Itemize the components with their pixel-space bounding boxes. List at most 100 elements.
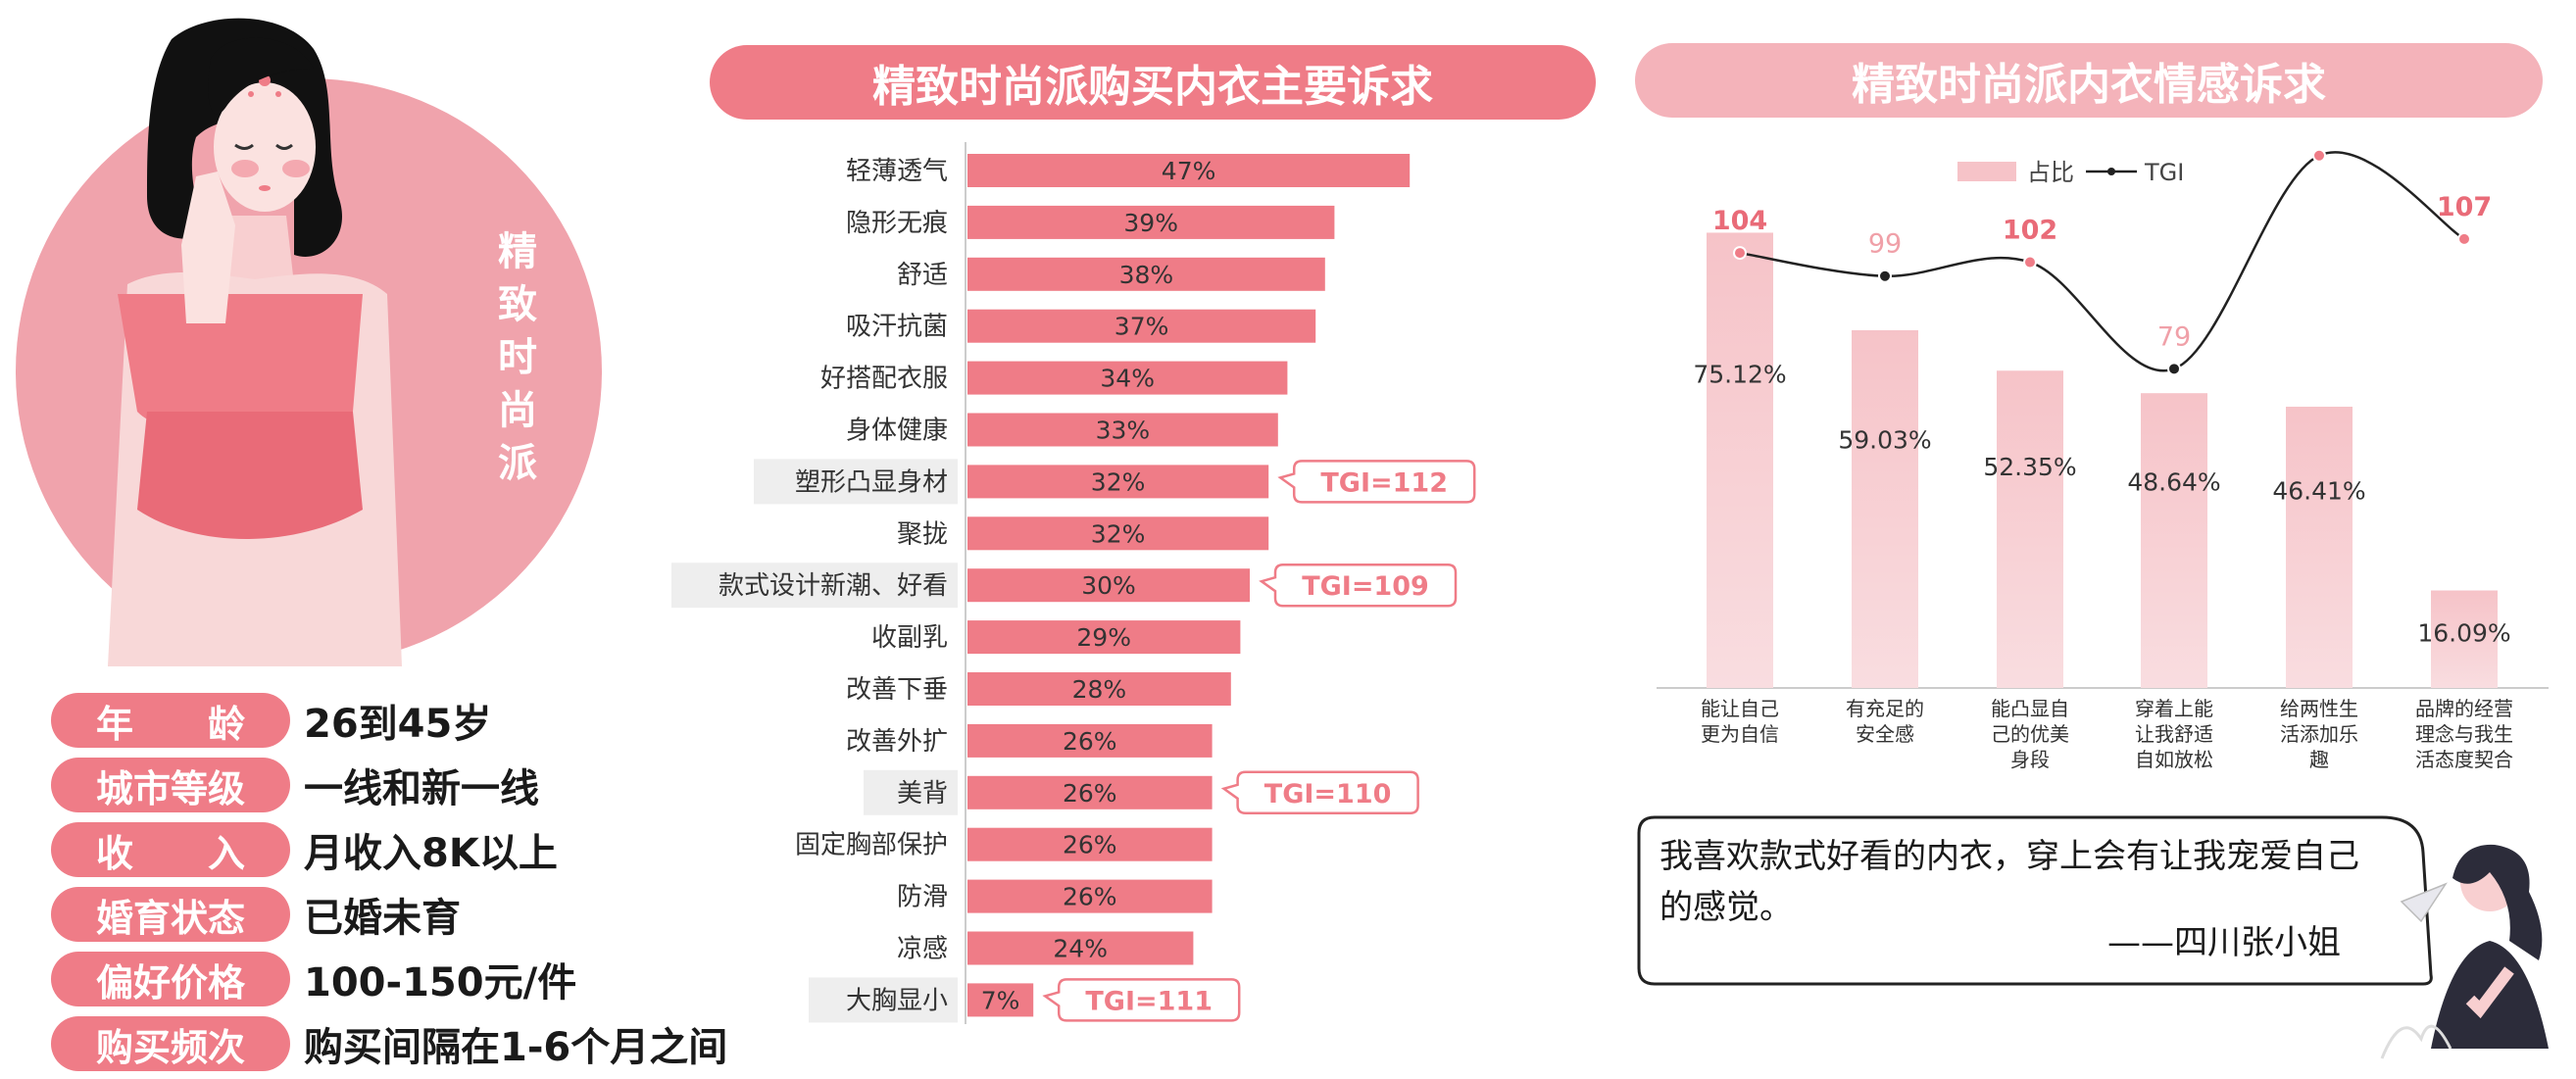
value-label: 29% <box>1076 623 1131 652</box>
value-label: 26% <box>1063 883 1117 911</box>
tgi-point <box>2312 148 2326 163</box>
category-label: 品牌的经营理念与我生活态度契合 <box>2415 697 2513 771</box>
category-label-line: 穿着上能 <box>2135 697 2213 720</box>
highlight-band <box>754 459 958 505</box>
info-label: 年 龄 <box>51 693 290 748</box>
bar <box>2141 393 2207 688</box>
bar-value-label: 75.12% <box>1693 361 1786 389</box>
category-label-line: 己的优美 <box>1991 722 2069 746</box>
bar <box>967 723 1213 758</box>
category-label: 有充足的安全感 <box>1846 697 1924 746</box>
category-label: 凉感 <box>897 935 948 964</box>
tgi-value-label: 79 <box>2157 321 2191 352</box>
category-label: 隐形无痕 <box>846 209 948 238</box>
tgi-callout <box>1259 563 1458 608</box>
bar <box>1707 232 1773 688</box>
info-label: 购买频次 <box>51 1016 290 1071</box>
bar <box>967 775 1213 809</box>
value-label: 26% <box>1063 779 1117 808</box>
category-label: 身体健康 <box>846 417 948 446</box>
category-label: 能凸显自己的优美身段 <box>1991 697 2069 771</box>
legend-label: TGI <box>2144 159 2184 186</box>
bar-value-label: 52.35% <box>1983 453 2076 481</box>
category-label: 吸汗抗菌 <box>846 313 948 342</box>
info-value: 100-150元/件 <box>304 960 577 1005</box>
category-label: 收副乳 <box>871 623 948 653</box>
category-label: 能让自己更为自信 <box>1701 697 1779 746</box>
category-label-line: 安全感 <box>1856 722 1914 746</box>
bar-value-label: 48.64% <box>2127 467 2220 496</box>
category-label-line: 理念与我生 <box>2415 722 2513 746</box>
quote-bubble <box>1637 815 2549 1059</box>
highlight-band <box>671 563 958 609</box>
right-chart-header: 精致时尚派内衣情感诉求 <box>1635 43 2543 118</box>
category-label-line: 给两性生 <box>2280 697 2358 720</box>
info-value: 已婚未育 <box>304 896 461 941</box>
category-label: 轻薄透气 <box>846 157 948 186</box>
info-value: 26到45岁 <box>304 702 492 747</box>
value-label: 47% <box>1162 157 1216 185</box>
value-label: 24% <box>1053 935 1108 963</box>
left-chart-header: 精致时尚派购买内衣主要诉求 <box>710 45 1596 120</box>
value-label: 32% <box>1091 519 1146 548</box>
bar <box>967 516 1269 551</box>
info-row-income: 收 入 月收入8K以上 <box>51 821 558 878</box>
category-label: 给两性生活添加乐趣 <box>2280 697 2358 771</box>
bar <box>2286 406 2353 688</box>
info-row-price: 偏好价格 100-150元/件 <box>51 951 576 1007</box>
bar <box>967 620 1241 655</box>
legend-swatch-dot <box>2107 168 2115 175</box>
persona-title: 精致时尚派 <box>498 229 537 486</box>
category-label-line: 自如放松 <box>2135 748 2213 771</box>
legend-swatch-bar <box>1957 162 2016 181</box>
category-label-line: 品牌的经营 <box>2415 697 2513 720</box>
bar <box>1997 370 2063 688</box>
info-row-frequency: 购买频次 购买间隔在1-6个月之间 <box>51 1015 727 1072</box>
value-label: 33% <box>1096 417 1151 445</box>
category-label: 聚拢 <box>897 519 948 549</box>
bar <box>967 413 1278 447</box>
tgi-value-label: 104 <box>1712 206 1767 236</box>
value-label: 28% <box>1072 675 1127 704</box>
tgi-value-label: 99 <box>1868 229 1902 260</box>
tgi-point <box>2023 255 2037 270</box>
category-label: 改善外扩 <box>846 727 948 757</box>
reading-woman-icon <box>2380 844 2549 1059</box>
bar <box>967 568 1250 603</box>
info-row-marital: 婚育状态 已婚未育 <box>51 886 461 943</box>
tgi-callout <box>1277 460 1476 504</box>
purchase-demands-chart: 轻薄透气 47% 隐形无痕 39% 舒适 38% 吸汗抗菌 37% 好搭配衣服 34% 身体健康 33… <box>671 142 1476 1024</box>
category-label-line: 更为自信 <box>1701 722 1779 746</box>
category-label: 好搭配衣服 <box>820 365 948 394</box>
legend-label: 占比 <box>2027 159 2074 186</box>
tgi-line <box>1739 151 2465 372</box>
category-label-line: 能让自己 <box>1701 697 1779 720</box>
category-label: 改善下垂 <box>846 675 948 705</box>
info-value: 一线和新一线 <box>304 766 539 811</box>
bar <box>2431 590 2498 688</box>
bar <box>967 465 1269 499</box>
tgi-point <box>2167 362 2181 376</box>
highlight-band <box>864 769 958 815</box>
value-label: 37% <box>1115 313 1169 341</box>
info-label: 偏好价格 <box>51 952 290 1006</box>
bar-value-label: 46.41% <box>2272 477 2365 506</box>
info-label: 收 入 <box>51 822 290 877</box>
bar <box>967 879 1213 913</box>
category-label-line: 能凸显自 <box>1991 697 2069 720</box>
tgi-value-label: 102 <box>2003 216 2057 246</box>
tgi-value-label: 107 <box>2437 192 2492 222</box>
tgi-label: TGI=112 <box>1320 467 1448 498</box>
category-label-line: 有充足的 <box>1846 697 1924 720</box>
category-label: 塑形凸显身材 <box>795 467 948 497</box>
woman-illustration <box>108 18 402 666</box>
info-value: 购买间隔在1-6个月之间 <box>304 1025 728 1070</box>
bar <box>967 827 1213 861</box>
quote-text: 我喜欢款式好看的内衣，穿上会有让我宠爱自己的感觉。 <box>1660 837 2359 927</box>
value-label: 30% <box>1081 571 1136 600</box>
info-value: 月收入8K以上 <box>304 831 558 876</box>
value-label: 39% <box>1123 209 1178 237</box>
tgi-label: TGI=111 <box>1085 986 1213 1016</box>
bar <box>967 983 1034 1017</box>
bar-value-label: 16.09% <box>2417 618 2510 647</box>
